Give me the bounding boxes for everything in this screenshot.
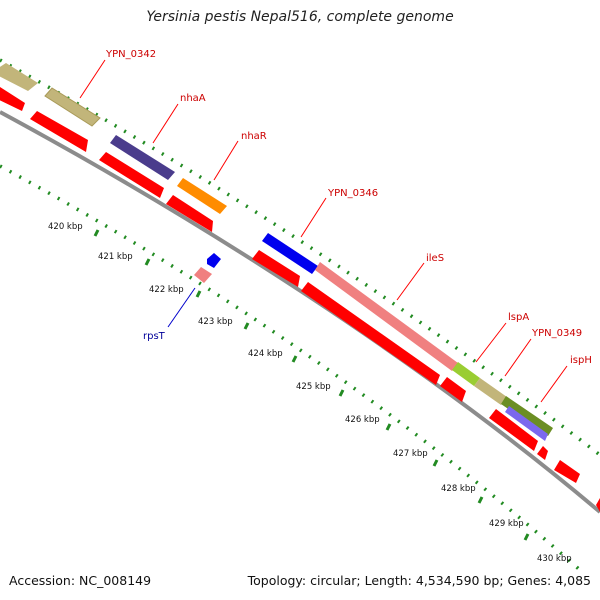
gene-nhaA-feature[interactable] [110, 135, 175, 180]
kbp-label: 427 kbp [393, 449, 428, 459]
cds-arrow[interactable] [489, 409, 538, 451]
inner-dotted-ring [0, 164, 582, 572]
kbp-ticks [93, 229, 530, 541]
gene-YPN_0342-feature-2[interactable] [44, 87, 101, 127]
kbp-label: 428 kbp [441, 484, 476, 494]
gene-YPN_0346-feature[interactable] [262, 233, 318, 274]
kbp-label: 425 kbp [296, 382, 331, 392]
accession-text: Accession: NC_008149 [9, 573, 152, 588]
genome-backbone [0, 110, 600, 514]
cds-arrow[interactable] [252, 250, 300, 287]
kbp-label: 420 kbp [48, 222, 83, 232]
gene-ispH-feature[interactable] [501, 396, 553, 436]
gene-lspA-feature[interactable] [452, 362, 480, 386]
kbp-label: 430 kbp [537, 554, 572, 564]
cds-arrow[interactable] [440, 377, 466, 402]
rpsT-leader [167, 287, 196, 328]
cds-arrow[interactable] [554, 460, 580, 483]
gene-label-YPN_0349: YPN_0349 [531, 328, 582, 339]
cds-arrow[interactable] [301, 282, 440, 385]
cds-arrow[interactable] [30, 111, 88, 152]
cds-arrow[interactable] [596, 498, 600, 512]
gene-label-YPN_0342: YPN_0342 [105, 49, 156, 60]
label-leaders [79, 59, 568, 403]
gene-label-ispH: ispH [570, 355, 592, 366]
kbp-label: 426 kbp [345, 415, 380, 425]
cds-arrow[interactable] [0, 87, 25, 111]
gene-YPN_0349-feature[interactable] [474, 378, 507, 405]
gene-ispH-feature-2[interactable] [505, 406, 548, 441]
kbp-label: 422 kbp [149, 285, 184, 295]
gene-label-YPN_0346: YPN_0346 [327, 188, 378, 199]
gene-label-lspA: lspA [508, 312, 529, 323]
kbp-label: 424 kbp [248, 349, 283, 359]
gene-ileS-feature[interactable] [315, 262, 458, 371]
cds-arrow[interactable] [166, 195, 213, 232]
gene-rpsT-feature-2[interactable] [194, 267, 212, 283]
gene-YPN_0342-feature[interactable] [0, 63, 38, 91]
gene-track-upper [0, 63, 553, 441]
gene-rpsT-feature[interactable] [207, 253, 221, 268]
gene-label-nhaA: nhaA [180, 93, 206, 104]
kbp-label: 429 kbp [489, 519, 524, 529]
gene-label-nhaR: nhaR [241, 131, 267, 142]
cds-arrow[interactable] [537, 446, 548, 460]
kbp-label: 423 kbp [198, 317, 233, 327]
genome-summary-text: Topology: circular; Length: 4,534,590 bp… [247, 573, 591, 588]
kbp-label: 421 kbp [98, 252, 133, 262]
gene-label-rpsT: rpsT [143, 331, 166, 342]
gene-nhaR-feature[interactable] [177, 178, 227, 214]
cds-track [0, 87, 600, 512]
cds-arrow[interactable] [99, 152, 164, 198]
gene-label-ileS: ileS [426, 253, 444, 264]
map-title: Yersinia pestis Nepal516, complete genom… [146, 9, 454, 25]
